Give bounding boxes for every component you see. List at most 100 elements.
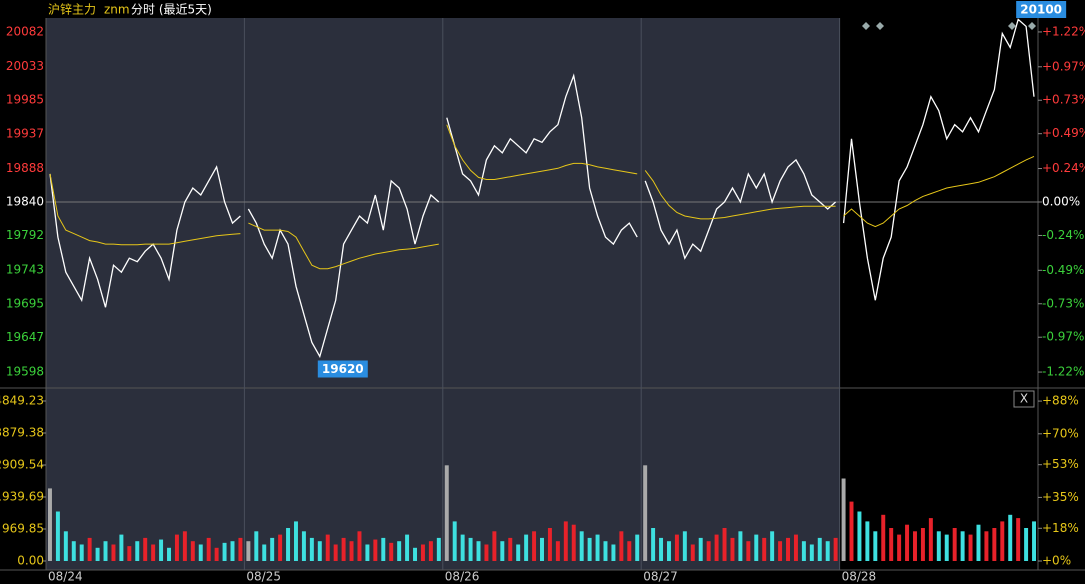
volume-bar bbox=[873, 531, 878, 561]
volume-bar bbox=[444, 465, 449, 561]
volume-bar bbox=[325, 534, 330, 561]
volume-bar bbox=[182, 531, 187, 561]
volume-bar bbox=[87, 537, 92, 561]
volume-bar bbox=[1000, 521, 1005, 561]
y-tick-label: 19792 bbox=[6, 228, 44, 242]
annotation-box bbox=[1016, 1, 1067, 18]
volume-bar bbox=[857, 511, 862, 561]
x-tick-label: 08/25 bbox=[246, 570, 281, 584]
volume-bar bbox=[206, 537, 211, 561]
volume-bar bbox=[928, 518, 933, 561]
y2-tick-label: -1.22% bbox=[1042, 365, 1084, 379]
volume-bar bbox=[63, 531, 68, 561]
volume-bar bbox=[786, 537, 790, 561]
volume-bar bbox=[111, 544, 116, 561]
marker-icons bbox=[862, 22, 1036, 30]
volume-bar bbox=[484, 544, 489, 561]
volume-bar bbox=[365, 544, 370, 561]
v2-tick-label: +70% bbox=[1042, 426, 1079, 440]
v2-tick-label: +88% bbox=[1042, 394, 1079, 408]
close-label[interactable]: X bbox=[1020, 392, 1028, 406]
annotation-label: 20100 bbox=[1020, 3, 1062, 17]
volume-bar bbox=[682, 531, 687, 561]
volume-bar bbox=[635, 534, 640, 561]
v2-tick-label: +35% bbox=[1042, 490, 1079, 504]
volume-bar bbox=[627, 541, 632, 561]
volume-bar bbox=[397, 541, 402, 561]
volume-bar bbox=[151, 544, 156, 561]
volume-bar bbox=[730, 537, 735, 561]
v2-tick-label: +53% bbox=[1042, 457, 1079, 471]
volume-bar bbox=[476, 541, 481, 561]
subtitle: 分时 (最近5天) bbox=[131, 3, 212, 17]
volume-bar bbox=[246, 541, 251, 561]
volume-bar bbox=[659, 537, 664, 561]
volume-bar bbox=[555, 541, 560, 561]
x-tick-label: 08/24 bbox=[48, 570, 83, 584]
y2-tick-label: +0.73% bbox=[1042, 93, 1085, 107]
volume-bar bbox=[508, 537, 513, 561]
volume-bar bbox=[714, 534, 719, 561]
y-tick-label: 19743 bbox=[6, 263, 44, 277]
y-tick-label: 19840 bbox=[6, 195, 44, 209]
volume-bar bbox=[294, 521, 298, 561]
volume-bar bbox=[428, 541, 433, 561]
volume-bar bbox=[841, 478, 846, 561]
volume-bar bbox=[436, 537, 441, 561]
y2-tick-label: 0.00% bbox=[1042, 195, 1080, 209]
volume-bar bbox=[920, 528, 925, 561]
y-tick-label: 19985 bbox=[6, 93, 44, 107]
annotation-box bbox=[317, 360, 368, 378]
volume-bar bbox=[79, 544, 84, 561]
volume-bar bbox=[793, 534, 798, 561]
volume-bar bbox=[500, 541, 505, 561]
volume-bar bbox=[357, 531, 362, 561]
volume-bar bbox=[968, 534, 973, 561]
volume-bar bbox=[833, 537, 838, 561]
volume-bar bbox=[349, 541, 354, 561]
volume-bar bbox=[278, 534, 283, 561]
volume-bar bbox=[532, 531, 537, 561]
volume-bar bbox=[595, 534, 600, 561]
v-tick-label: 1939.69 bbox=[0, 489, 44, 503]
volume-bar bbox=[817, 537, 822, 561]
volume-bar bbox=[746, 541, 751, 561]
y-tick-label: 19695 bbox=[6, 296, 44, 310]
v-tick-label: 4849.23 bbox=[0, 393, 44, 407]
volume-bar bbox=[722, 528, 727, 561]
volume-bar bbox=[865, 521, 870, 561]
y2-tick-label: -0.49% bbox=[1042, 263, 1084, 277]
name: 沪锌主力 bbox=[48, 3, 96, 17]
volume-bar bbox=[944, 534, 949, 561]
y2-tick-label: -0.97% bbox=[1042, 330, 1084, 344]
close-button[interactable] bbox=[1013, 390, 1035, 408]
volume-bar bbox=[167, 547, 171, 561]
v-tick-label: 2909.54 bbox=[0, 457, 44, 471]
volume-bar bbox=[738, 531, 743, 561]
volume-bar bbox=[262, 544, 267, 561]
volume-bar bbox=[492, 531, 497, 561]
volume-bar bbox=[452, 521, 457, 561]
y-tick-label: 19598 bbox=[6, 364, 44, 378]
volume-bar bbox=[754, 534, 759, 561]
volume-bar bbox=[254, 531, 259, 561]
y2-tick-label: +0.97% bbox=[1042, 59, 1085, 73]
volume-bar bbox=[889, 528, 894, 561]
y-tick-label: 19647 bbox=[6, 330, 44, 344]
volume-bar bbox=[214, 547, 219, 561]
volume-bar bbox=[706, 541, 711, 561]
y2-tick-label: +1.22% bbox=[1042, 24, 1085, 38]
volume-bar bbox=[341, 537, 346, 561]
v2-tick-label: +18% bbox=[1042, 521, 1079, 535]
y-tick-label: 20082 bbox=[6, 25, 44, 39]
volume-bar bbox=[159, 539, 164, 561]
volume-bar bbox=[770, 531, 775, 561]
y2-tick-label: -0.73% bbox=[1042, 296, 1084, 310]
volume-bar bbox=[301, 531, 306, 561]
v2-tick-label: +0% bbox=[1042, 554, 1071, 568]
volume-bar bbox=[55, 511, 60, 561]
volume-bar bbox=[309, 537, 314, 561]
volume-bar bbox=[913, 531, 917, 561]
volume-bar bbox=[524, 534, 529, 561]
